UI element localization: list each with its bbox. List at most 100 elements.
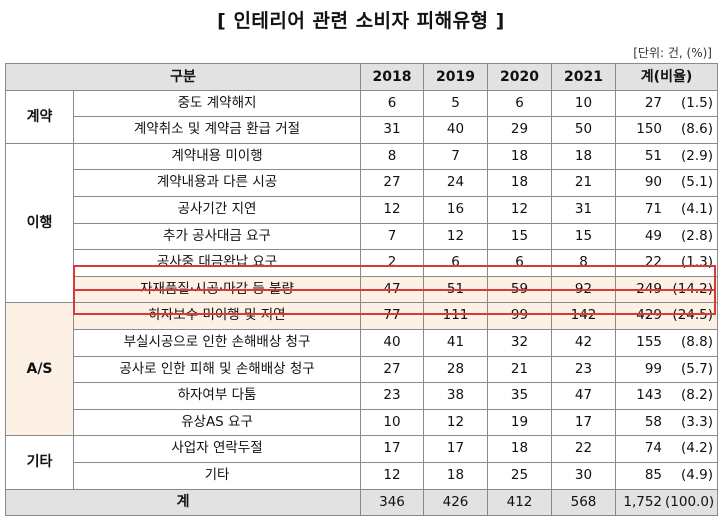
total-count: 49	[644, 227, 663, 244]
total-ratio: (2.8)	[681, 227, 714, 244]
value-cell: 15	[551, 222, 617, 251]
value-cell: 2	[360, 249, 425, 277]
item-cell: 계약내용과 다른 시공	[72, 169, 362, 197]
item-cell: 하자보수 미이행 및 지연	[72, 302, 362, 330]
total-count: 150	[636, 121, 663, 138]
total-cell: 249 (14.2)	[615, 275, 719, 304]
total-count: 22	[644, 254, 663, 271]
sum-value: 412	[487, 488, 553, 516]
total-ratio: (4.1)	[681, 201, 714, 218]
value-cell: 47	[360, 275, 425, 304]
value-cell: 6	[423, 249, 489, 277]
value-cell: 23	[360, 382, 425, 410]
value-cell: 24	[423, 169, 489, 197]
value-cell: 21	[551, 169, 617, 197]
sum-label: 계	[4, 488, 362, 516]
value-cell: 38	[423, 382, 489, 410]
table-row: 계약 중도 계약해지 6 5 6 10 27 (1.5)	[5, 89, 719, 144]
sum-total-cell: 1,752 (100.0)	[615, 488, 719, 516]
value-cell: 17	[360, 435, 425, 463]
table-row: 공사로 인한 피해 및 손해배상 청구 27 28 21 23 99 (5.7)	[6, 355, 719, 384]
table-row: 유상AS 요구 10 12 19 17 58 (3.3)	[6, 408, 719, 437]
total-count: 71	[644, 201, 663, 218]
table-row: 하자여부 다툼 23 38 35 47 143 (8.2)	[6, 382, 719, 410]
total-cell: 27 (1.5)	[615, 89, 719, 118]
table-row: 기타 사업자 연락두절 17 17 18 22 74 (4.2)	[5, 435, 719, 490]
value-cell: 21	[487, 355, 553, 384]
total-ratio: (4.2)	[681, 440, 714, 457]
value-cell: 41	[423, 328, 489, 357]
item-cell: 공사기간 지연	[72, 195, 362, 224]
value-cell: 92	[551, 275, 617, 304]
total-ratio: (1.5)	[681, 94, 714, 111]
sum-value: 426	[423, 488, 489, 516]
header-year: 2018	[360, 63, 425, 91]
total-ratio: (5.1)	[681, 174, 714, 191]
header-year: 2019	[423, 63, 489, 91]
value-cell: 27	[360, 169, 425, 197]
table-row: 공사중 대금완납 요구 2 6 6 8 22 (1.3)	[6, 249, 719, 277]
sum-value: 568	[551, 488, 617, 516]
value-cell: 7	[360, 222, 425, 251]
value-cell: 40	[360, 328, 425, 357]
total-count: 58	[644, 413, 663, 430]
value-cell: 6	[487, 89, 553, 118]
table-row: 계약내용과 다른 시공 27 24 18 21 90 (5.1)	[6, 169, 719, 197]
value-cell: 12	[423, 408, 489, 437]
value-cell: 32	[487, 328, 553, 357]
total-ratio: (4.9)	[681, 466, 714, 483]
total-cell: 150 (8.6)	[615, 116, 719, 144]
item-cell: 유상AS 요구	[72, 408, 362, 437]
value-cell: 29	[487, 116, 553, 144]
unit-label: [단위: 건, (%)]	[633, 46, 712, 60]
value-cell: 8	[360, 142, 425, 171]
value-cell: 10	[360, 408, 425, 437]
total-cell: 74 (4.2)	[615, 435, 719, 463]
value-cell: 10	[551, 89, 617, 118]
value-cell: 31	[360, 116, 425, 144]
total-cell: 85 (4.9)	[615, 461, 719, 490]
value-cell: 12	[487, 195, 553, 224]
table-row: A/S 하자보수 미이행 및 지연 77 111 99 142 429 (24.5)	[5, 302, 719, 437]
header-year: 2021	[551, 63, 617, 91]
value-cell: 17	[551, 408, 617, 437]
header-row: 구분 2018 2019 2020 2021 계(비율)	[4, 63, 719, 91]
value-cell: 8	[551, 249, 617, 277]
total-count: 27	[644, 94, 663, 111]
value-cell: 59	[487, 275, 553, 304]
total-ratio: (8.2)	[681, 387, 714, 404]
value-cell: 16	[423, 195, 489, 224]
damage-type-table: 구분 2018 2019 2020 2021 계(비율) 계약 중도 계약해지 6 5…	[4, 63, 719, 516]
value-cell: 15	[487, 222, 553, 251]
total-ratio: (24.5)	[672, 307, 714, 324]
total-count: 85	[644, 466, 663, 483]
total-cell: 143 (8.2)	[615, 382, 719, 410]
total-ratio: (8.6)	[681, 121, 714, 138]
total-count: 429	[636, 307, 663, 324]
table-row: 계약취소 및 계약금 환급 거절 31 40 29 50 150 (8.6)	[6, 116, 719, 144]
value-cell: 23	[551, 355, 617, 384]
value-cell: 51	[423, 275, 489, 304]
total-count: 74	[644, 440, 663, 457]
value-cell: 6	[360, 89, 425, 118]
total-cell: 49 (2.8)	[615, 222, 719, 251]
item-cell: 계약취소 및 계약금 환급 거절	[72, 116, 362, 144]
sum-total-count: 1,752	[623, 493, 663, 510]
total-ratio: (3.3)	[681, 413, 714, 430]
total-count: 99	[644, 360, 663, 377]
item-cell: 기타	[72, 461, 362, 490]
value-cell: 99	[487, 302, 553, 330]
total-cell: 155 (8.8)	[615, 328, 719, 357]
total-ratio: (5.7)	[681, 360, 714, 377]
value-cell: 18	[487, 435, 553, 463]
item-cell: 계약내용 미이행	[72, 142, 362, 171]
item-cell: 추가 공사대금 요구	[72, 222, 362, 251]
total-cell: 22 (1.3)	[615, 249, 719, 277]
value-cell: 40	[423, 116, 489, 144]
total-count: 155	[636, 333, 663, 350]
item-cell: 공사로 인한 피해 및 손해배상 청구	[72, 355, 362, 384]
table-row: 추가 공사대금 요구 7 12 15 15 49 (2.8)	[6, 222, 719, 251]
total-ratio: (2.9)	[681, 147, 714, 164]
page-title: [ 인테리어 관련 소비자 피해유형 ]	[217, 10, 505, 32]
total-cell: 58 (3.3)	[615, 408, 719, 437]
